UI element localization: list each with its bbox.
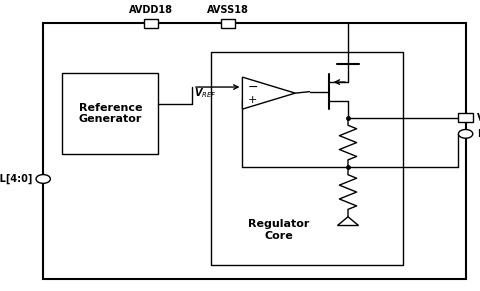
Circle shape [36, 175, 50, 183]
Text: Regulator
Core: Regulator Core [248, 219, 309, 241]
Text: +: + [248, 95, 258, 105]
Bar [144, 19, 158, 28]
Bar [43, 23, 466, 279]
Text: FB: FB [477, 129, 480, 139]
Text: V$_{REF}$: V$_{REF}$ [194, 86, 216, 100]
Polygon shape [337, 217, 359, 226]
Text: Reference
Generator: Reference Generator [79, 103, 142, 124]
Circle shape [458, 129, 473, 138]
Text: AVSS18: AVSS18 [207, 5, 249, 15]
Bar [62, 73, 158, 154]
Polygon shape [242, 77, 295, 109]
Bar [458, 113, 473, 122]
Bar [211, 52, 403, 265]
Text: AVDD18: AVDD18 [129, 5, 173, 15]
Bar [221, 19, 235, 28]
Text: −: − [248, 81, 258, 93]
Text: RES_CTRL[4:0]: RES_CTRL[4:0] [0, 174, 32, 184]
Text: VOUT: VOUT [477, 113, 480, 123]
